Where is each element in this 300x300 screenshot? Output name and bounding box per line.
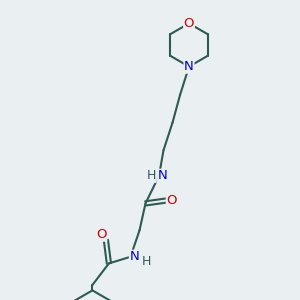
- Text: N: N: [184, 60, 194, 73]
- Text: O: O: [166, 194, 177, 207]
- Text: N: N: [130, 250, 139, 263]
- Text: H: H: [141, 255, 151, 268]
- Text: O: O: [184, 17, 194, 30]
- Text: N: N: [158, 169, 167, 182]
- Text: O: O: [96, 228, 107, 241]
- Text: H: H: [147, 169, 156, 182]
